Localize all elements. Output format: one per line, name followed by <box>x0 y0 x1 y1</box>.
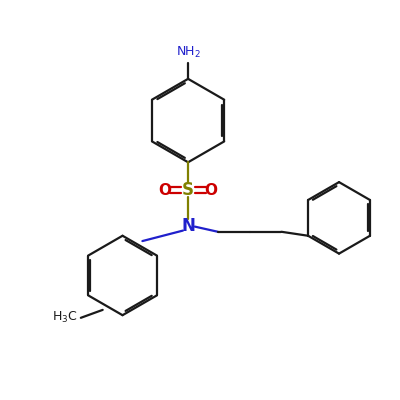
Text: O: O <box>205 182 218 198</box>
Text: NH$_2$: NH$_2$ <box>176 45 200 60</box>
Text: N: N <box>181 217 195 235</box>
Text: S: S <box>182 181 194 199</box>
Text: O: O <box>158 182 172 198</box>
Text: H$_3$C: H$_3$C <box>52 310 78 325</box>
